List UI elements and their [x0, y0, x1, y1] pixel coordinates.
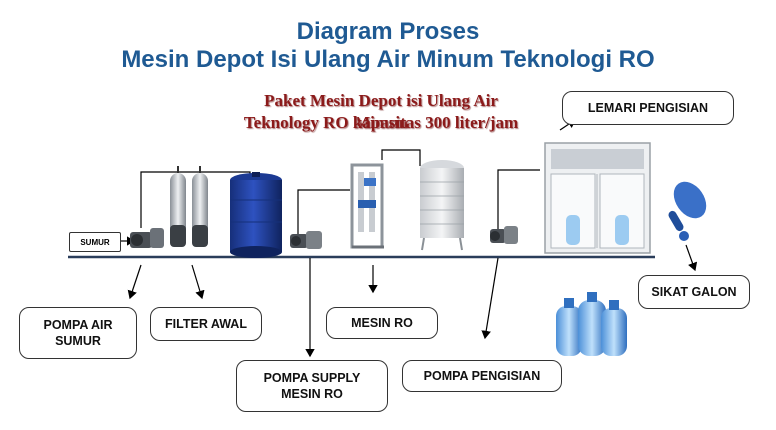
box-pompa-pengisian: POMPA PENGISIAN — [402, 360, 562, 392]
water-gallons-icon — [556, 292, 627, 356]
box-filter-awal: FILTER AWAL — [150, 307, 262, 341]
pipes — [119, 119, 576, 246]
filling-cabinet — [544, 142, 651, 254]
pompa-supply-line1: POMPA SUPPLY — [263, 371, 361, 385]
filter-tanks — [170, 166, 208, 247]
box-sikat-galon: SIKAT GALON — [638, 275, 750, 309]
pump-well — [130, 228, 164, 248]
diagram-title-line1: Diagram Proses — [296, 18, 480, 45]
sumur-label: SUMUR — [69, 232, 121, 252]
storage-tank-blue — [230, 172, 282, 258]
pompa-air-sumur-line2: SUMUR — [55, 334, 101, 348]
pump-supply — [290, 231, 322, 249]
ro-machine — [350, 163, 384, 249]
gallon-brush-icon — [668, 181, 707, 241]
box-lemari-pengisian: LEMARI PENGISIAN — [562, 91, 734, 125]
subtitle-line2: Teknology RO kapasitas 300 liter/jam — [243, 113, 519, 132]
box-pompa-air-sumur: POMPA AIR SUMUR — [19, 307, 137, 359]
box-mesin-ro: MESIN RO — [326, 307, 438, 339]
subtitle-line1: Paket Mesin Depot isi Ulang Air Minum — [264, 91, 498, 132]
pompa-air-sumur-line1: POMPA AIR — [43, 318, 113, 332]
pompa-supply-line2: MESIN RO — [281, 387, 343, 401]
pointer-arrows — [127, 244, 698, 358]
box-pompa-supply-mesin-ro: POMPA SUPPLY MESIN RO — [236, 360, 388, 412]
pump-filling — [490, 226, 518, 244]
storage-tank-steel — [420, 160, 464, 251]
diagram-title-line2: Mesin Depot Isi Ulang Air Minum Teknolog… — [121, 46, 655, 73]
